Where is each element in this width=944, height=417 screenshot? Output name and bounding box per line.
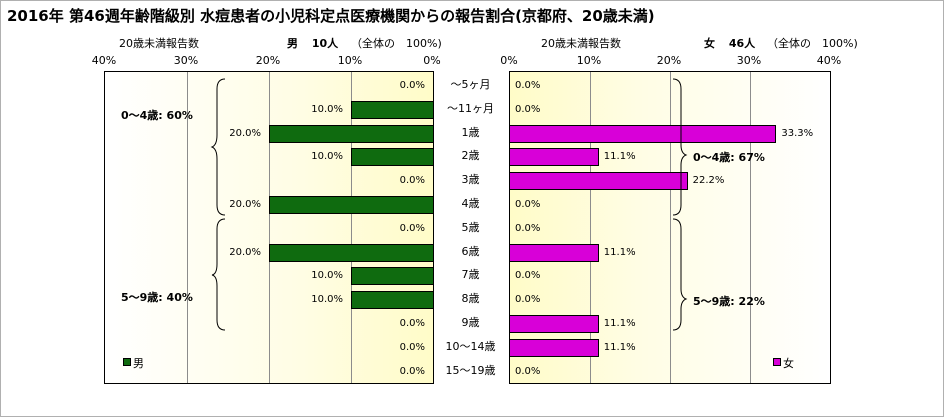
male-bar xyxy=(351,100,433,119)
female-data-label: 0.0% xyxy=(515,198,541,210)
category-label: 6歳 xyxy=(461,244,480,258)
female-data-label: 0.0% xyxy=(515,365,541,377)
category-label: 4歳 xyxy=(461,196,480,210)
right-group-5-9-label: 5～9歳: 22% xyxy=(693,295,765,308)
male-data-label: 0.0% xyxy=(399,341,425,353)
tick-left-30: 30% xyxy=(173,54,199,67)
female-bar xyxy=(510,243,599,262)
male-plot-area xyxy=(104,71,434,384)
female-data-label: 33.3% xyxy=(781,127,814,139)
tick-left-10: 10% xyxy=(337,54,363,67)
female-data-label: 11.1% xyxy=(603,151,636,163)
female-data-label: 11.1% xyxy=(603,246,636,258)
left-brace-5-9 xyxy=(211,218,226,331)
female-legend-label: 女 xyxy=(783,357,794,370)
tick-left-0: 0% xyxy=(423,54,441,67)
right-count: 46人 xyxy=(728,37,756,50)
category-label: 10～14歳 xyxy=(445,339,496,353)
left-sex-label: 男 10人 xyxy=(287,35,338,51)
female-gridline xyxy=(590,72,591,383)
male-bar xyxy=(269,124,433,143)
left-count: 10人 xyxy=(311,37,339,50)
female-data-label: 0.0% xyxy=(515,79,541,91)
female-plot-area xyxy=(509,71,831,384)
male-bar xyxy=(269,243,433,262)
male-data-label: 10.0% xyxy=(311,103,343,115)
female-bar xyxy=(510,148,599,167)
female-bar xyxy=(510,314,599,333)
male-gridline xyxy=(187,72,188,383)
tick-right-20: 20% xyxy=(656,54,682,67)
female-gridline xyxy=(670,72,671,383)
category-label: 5歳 xyxy=(461,220,480,234)
category-label: 7歳 xyxy=(461,268,480,282)
category-label: 8歳 xyxy=(461,292,480,306)
male-data-label: 0.0% xyxy=(399,79,425,91)
tick-left-40: 40% xyxy=(91,54,117,67)
female-bar xyxy=(510,172,688,191)
category-label: ～5ヶ月 xyxy=(450,77,491,91)
male-gridline xyxy=(269,72,270,383)
right-brace-0-4 xyxy=(672,78,688,216)
female-data-label: 11.1% xyxy=(603,317,636,329)
category-label: 9歳 xyxy=(461,315,480,329)
female-data-label: 0.0% xyxy=(515,222,541,234)
male-data-label: 0.0% xyxy=(399,175,425,187)
female-data-label: 22.2% xyxy=(692,175,725,187)
left-brace-0-4 xyxy=(210,78,226,216)
category-label: 2歳 xyxy=(461,149,480,163)
tick-left-20: 20% xyxy=(255,54,281,67)
male-legend-swatch xyxy=(123,358,131,366)
tick-right-40: 40% xyxy=(816,54,842,67)
male-data-label: 20.0% xyxy=(229,246,261,258)
left-sex: 男 xyxy=(287,37,298,50)
left-group-0-4-label: 0～4歳: 60% xyxy=(121,109,193,122)
female-legend-swatch xyxy=(773,358,781,366)
male-bar xyxy=(269,195,433,214)
right-brace-5-9 xyxy=(672,218,688,331)
male-bar xyxy=(351,267,433,286)
male-data-label: 0.0% xyxy=(399,317,425,329)
male-bar xyxy=(351,291,433,310)
left-total: （全体の 100%) xyxy=(351,37,442,50)
category-label: ～11ヶ月 xyxy=(447,101,494,115)
chart-title: 2016年 第46週年齢階級別 水痘患者の小児科定点医療機関からの報告割合(京都… xyxy=(7,7,655,25)
male-data-label: 0.0% xyxy=(399,365,425,377)
male-data-label: 10.0% xyxy=(311,294,343,306)
left-group-5-9-label: 5～9歳: 40% xyxy=(121,291,193,304)
male-gridline xyxy=(351,72,352,383)
male-data-label: 0.0% xyxy=(399,222,425,234)
category-label: 3歳 xyxy=(461,173,480,187)
category-label: 15～19歳 xyxy=(445,363,496,377)
female-bar xyxy=(510,124,777,143)
right-group-0-4-label: 0～4歳: 67% xyxy=(693,151,765,164)
male-bar xyxy=(351,148,433,167)
tick-right-30: 30% xyxy=(736,54,762,67)
tick-right-10: 10% xyxy=(576,54,602,67)
female-legend: 女 xyxy=(773,355,794,371)
tick-right-0: 0% xyxy=(500,54,518,67)
female-data-label: 0.0% xyxy=(515,270,541,282)
right-axis-label: 20歳未満報告数 xyxy=(541,37,621,50)
category-label: 1歳 xyxy=(461,125,480,139)
right-total: （全体の 100%) xyxy=(767,37,858,50)
female-data-label: 0.0% xyxy=(515,103,541,115)
female-bar xyxy=(510,338,599,357)
right-sex: 女 xyxy=(704,37,715,50)
male-data-label: 20.0% xyxy=(229,198,261,210)
male-legend: 男 xyxy=(123,355,144,371)
right-sex-label: 女 46人 xyxy=(704,35,755,51)
male-data-label: 20.0% xyxy=(229,127,261,139)
female-gridline xyxy=(750,72,751,383)
left-axis-label: 20歳未満報告数 xyxy=(119,37,199,50)
male-data-label: 10.0% xyxy=(311,270,343,282)
female-data-label: 11.1% xyxy=(603,341,636,353)
male-legend-label: 男 xyxy=(133,357,144,370)
female-data-label: 0.0% xyxy=(515,294,541,306)
male-data-label: 10.0% xyxy=(311,151,343,163)
